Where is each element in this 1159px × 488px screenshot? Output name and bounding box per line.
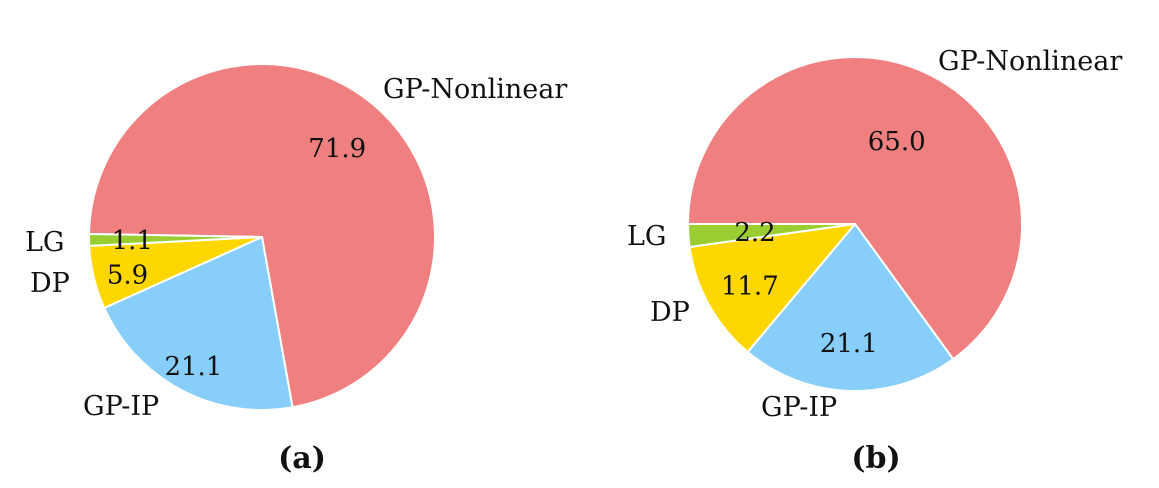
value-label-dp-b: 11.7 (721, 271, 779, 301)
panel-caption-b: (b) (851, 441, 900, 476)
slice-label-gp-ip-b: GP-IP (761, 392, 837, 423)
panel-caption-a: (a) (278, 441, 326, 476)
value-label-dp-a: 5.9 (107, 261, 148, 291)
slice-label-dp-a: DP (30, 268, 70, 299)
value-label-lg-a: 1.1 (112, 226, 153, 256)
slice-label-gp-ip-a: GP-IP (83, 391, 159, 422)
value-label-lg-b: 2.2 (734, 218, 775, 248)
pie-slice-gp-nonlinear-a (88, 63, 436, 409)
slice-label-gp-nonlinear-b: GP-Nonlinear (938, 46, 1122, 77)
slice-label-gp-nonlinear-a: GP-Nonlinear (383, 74, 567, 105)
pie-slice-dp-b (688, 223, 856, 353)
slice-label-lg-a: LG (25, 227, 65, 258)
value-label-gp-ip-a: 21.1 (164, 352, 222, 382)
pie-slice-gp-ip-a (103, 236, 294, 411)
slice-label-lg-b: LG (627, 221, 667, 252)
pie-chart-b: 65.0 21.1 11.7 2.2 GP-Nonlinear GP-IP DP LG (b) (627, 46, 1122, 476)
value-label-gp-nonlinear-b: 65.0 (868, 127, 926, 157)
pie-slice-gp-nonlinear-b (687, 56, 1023, 361)
value-label-gp-ip-b: 21.1 (820, 329, 878, 359)
pie-slice-lg-a (88, 232, 263, 247)
pie-slice-gp-ip-b (746, 223, 955, 393)
pie-slice-lg-b (686, 223, 856, 249)
value-label-gp-nonlinear-a: 71.9 (308, 134, 366, 164)
pie-chart-a: 71.9 21.1 5.9 1.1 GP-Nonlinear GP-IP DP LG (a) (25, 63, 567, 476)
slice-label-dp-b: DP (650, 297, 690, 328)
